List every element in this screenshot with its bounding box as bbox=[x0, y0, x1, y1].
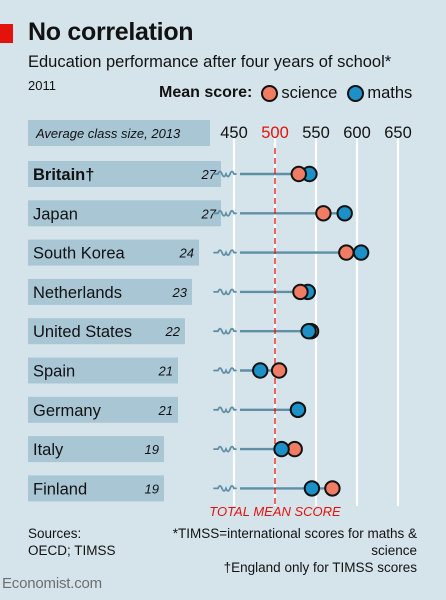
chart-year: 2011 bbox=[28, 78, 56, 93]
class-size-bar bbox=[28, 475, 164, 502]
maths-dot bbox=[303, 480, 321, 497]
class-size-bar bbox=[28, 436, 164, 463]
country-label: Netherlands bbox=[33, 284, 122, 302]
axis-break-squiggle bbox=[213, 249, 237, 256]
science-dot bbox=[270, 362, 288, 379]
economist-logo-text: Economist.com bbox=[2, 575, 102, 592]
x-tick-label-550: 550 bbox=[302, 124, 330, 142]
class-size-value: 19 bbox=[145, 481, 159, 496]
class-size-value: 27 bbox=[201, 167, 217, 182]
class-size-bar bbox=[28, 200, 221, 227]
axis-break-squiggle bbox=[213, 367, 237, 374]
x-tick-label-600: 600 bbox=[343, 124, 371, 142]
class-size-bar bbox=[28, 239, 199, 266]
legend: Mean score: science maths bbox=[159, 82, 412, 104]
axis-break-squiggle bbox=[213, 209, 237, 217]
science-dot bbox=[324, 480, 341, 497]
country-label: Spain bbox=[33, 363, 75, 381]
footnote-timss: *TIMSS=international scores for maths & … bbox=[172, 526, 417, 558]
legend-science-label: science bbox=[281, 83, 338, 102]
x-tick-label-500: 500 bbox=[261, 124, 289, 142]
total-mean-score-label: TOTAL MEAN SCORE bbox=[209, 504, 341, 519]
x-tick-label-450: 450 bbox=[220, 124, 248, 142]
maths-dot bbox=[300, 323, 317, 340]
axis-break-squiggle bbox=[213, 170, 237, 178]
class-size-value: 19 bbox=[145, 442, 159, 457]
footnotes: *TIMSS=international scores for maths & … bbox=[165, 525, 417, 576]
class-size-value: 21 bbox=[158, 403, 173, 418]
class-size-bar bbox=[28, 318, 185, 345]
axis-break-squiggle bbox=[213, 288, 237, 296]
maths-dot bbox=[252, 362, 269, 379]
class-size-bar bbox=[28, 278, 192, 305]
legend-maths-swatch bbox=[347, 84, 365, 102]
class-size-bar bbox=[28, 161, 221, 187]
science-dot bbox=[338, 244, 355, 261]
sources-line-1: Sources: bbox=[28, 526, 82, 541]
sources-line-2: OECD; TIMSS bbox=[28, 543, 116, 558]
maths-dot bbox=[273, 440, 290, 458]
axis-break-squiggle bbox=[213, 445, 237, 453]
chart-title: No correlation bbox=[28, 18, 194, 46]
axis-break-squiggle bbox=[213, 485, 237, 492]
maths-dot bbox=[289, 401, 307, 418]
axis-break-squiggle bbox=[213, 406, 237, 414]
science-dot bbox=[292, 283, 309, 301]
science-dot bbox=[315, 205, 332, 222]
bar-header-background bbox=[28, 120, 210, 146]
class-size-bar bbox=[28, 357, 178, 384]
maths-dot bbox=[336, 205, 353, 222]
sources-note: Sources: OECD; TIMSS bbox=[28, 525, 116, 559]
country-label: United States bbox=[33, 323, 132, 341]
country-label: Germany bbox=[33, 402, 102, 420]
chart-subtitle: Education performance after four years o… bbox=[28, 53, 392, 71]
class-size-value: 23 bbox=[172, 285, 188, 300]
class-size-bar bbox=[28, 396, 178, 423]
class-size-value: 21 bbox=[158, 364, 173, 379]
class-size-value: 27 bbox=[201, 206, 217, 221]
class-size-value: 22 bbox=[165, 324, 181, 339]
legend-maths-label: maths bbox=[367, 83, 413, 102]
class-size-value: 24 bbox=[179, 246, 194, 261]
country-label: Britain† bbox=[33, 166, 94, 184]
x-tick-label-650: 650 bbox=[384, 124, 412, 142]
country-label: South Korea bbox=[33, 245, 126, 263]
country-label: Italy bbox=[33, 441, 64, 459]
bar-header-label: Average class size, 2013 bbox=[35, 126, 181, 141]
legend-label: Mean score: bbox=[159, 84, 253, 101]
brand-red-tab bbox=[0, 24, 13, 43]
country-label: Finland bbox=[33, 480, 87, 498]
axis-break-squiggle bbox=[213, 327, 237, 335]
country-label: Japan bbox=[33, 205, 78, 223]
footnote-england: †England only for TIMSS scores bbox=[223, 560, 417, 575]
legend-science-swatch bbox=[261, 84, 279, 102]
maths-dot bbox=[352, 244, 370, 261]
science-dot bbox=[290, 165, 307, 183]
